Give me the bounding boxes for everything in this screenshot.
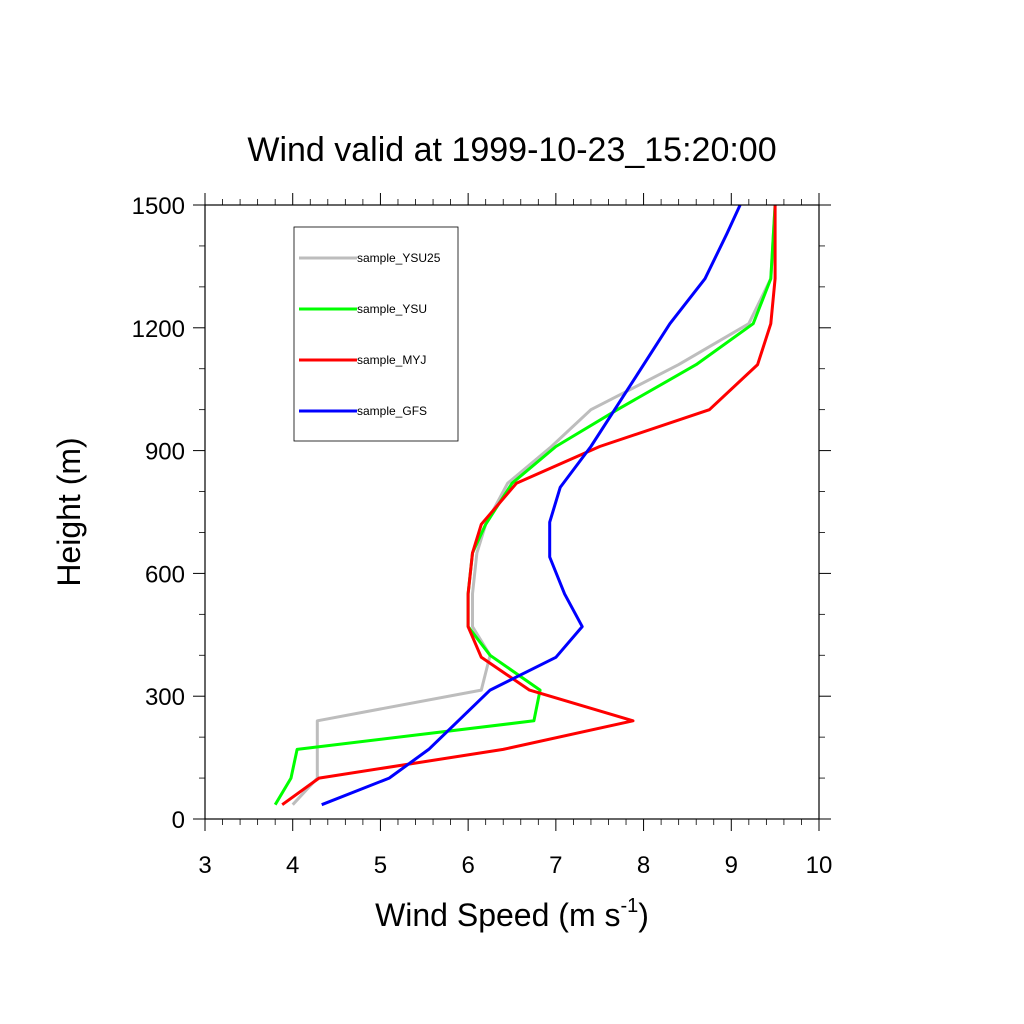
x-axis-label-main: Wind Speed (m s (375, 897, 620, 933)
axis-tick-labels: 3 4 5 6 7 8 9 10 0 300 600 900 1200 1500 (132, 193, 833, 879)
y-tick-label: 1200 (132, 316, 185, 343)
x-axis-label-close: ) (638, 897, 649, 933)
legend-entries: sample_YSU25 sample_YSU sample_MYJ sample_G… (299, 251, 441, 418)
x-tick-label: 5 (374, 852, 387, 879)
x-axis-label-superscript: -1 (620, 895, 638, 917)
legend-label-sample_YSU25: sample_YSU25 (357, 251, 441, 265)
y-tick-label: 0 (172, 807, 185, 834)
y-axis-label: Height (m) (51, 437, 87, 586)
x-tick-label: 9 (725, 852, 738, 879)
legend-label-sample_GFS: sample_GFS (357, 404, 427, 418)
x-tick-label: 8 (637, 852, 650, 879)
x-tick-label: 3 (198, 852, 211, 879)
x-tick-label: 4 (286, 852, 299, 879)
series-line-sample_YSU25 (291, 204, 777, 806)
legend-label-sample_MYJ: sample_MYJ (357, 353, 426, 367)
y-tick-label: 300 (145, 684, 185, 711)
chart-title: Wind valid at 1999-10-23_15:20:00 (247, 131, 776, 169)
x-tick-label: 6 (461, 852, 474, 879)
y-tick-label: 900 (145, 439, 185, 466)
series-line-sample_MYJ (281, 205, 777, 806)
x-axis-label: Wind Speed (m s-1) (375, 895, 649, 933)
series-line-sample_GFS (321, 204, 742, 807)
axis-ticks (193, 193, 831, 831)
plot-frame (204, 204, 820, 820)
legend-label-sample_YSU: sample_YSU (357, 302, 427, 316)
y-tick-label: 1500 (132, 193, 185, 220)
x-tick-label: 10 (806, 852, 833, 879)
series-lines (273, 204, 777, 807)
legend: sample_YSU25 sample_YSU sample_MYJ sample_G… (293, 226, 459, 442)
legend-box (293, 226, 459, 442)
y-tick-label: 600 (145, 561, 185, 588)
x-tick-label: 7 (549, 852, 562, 879)
